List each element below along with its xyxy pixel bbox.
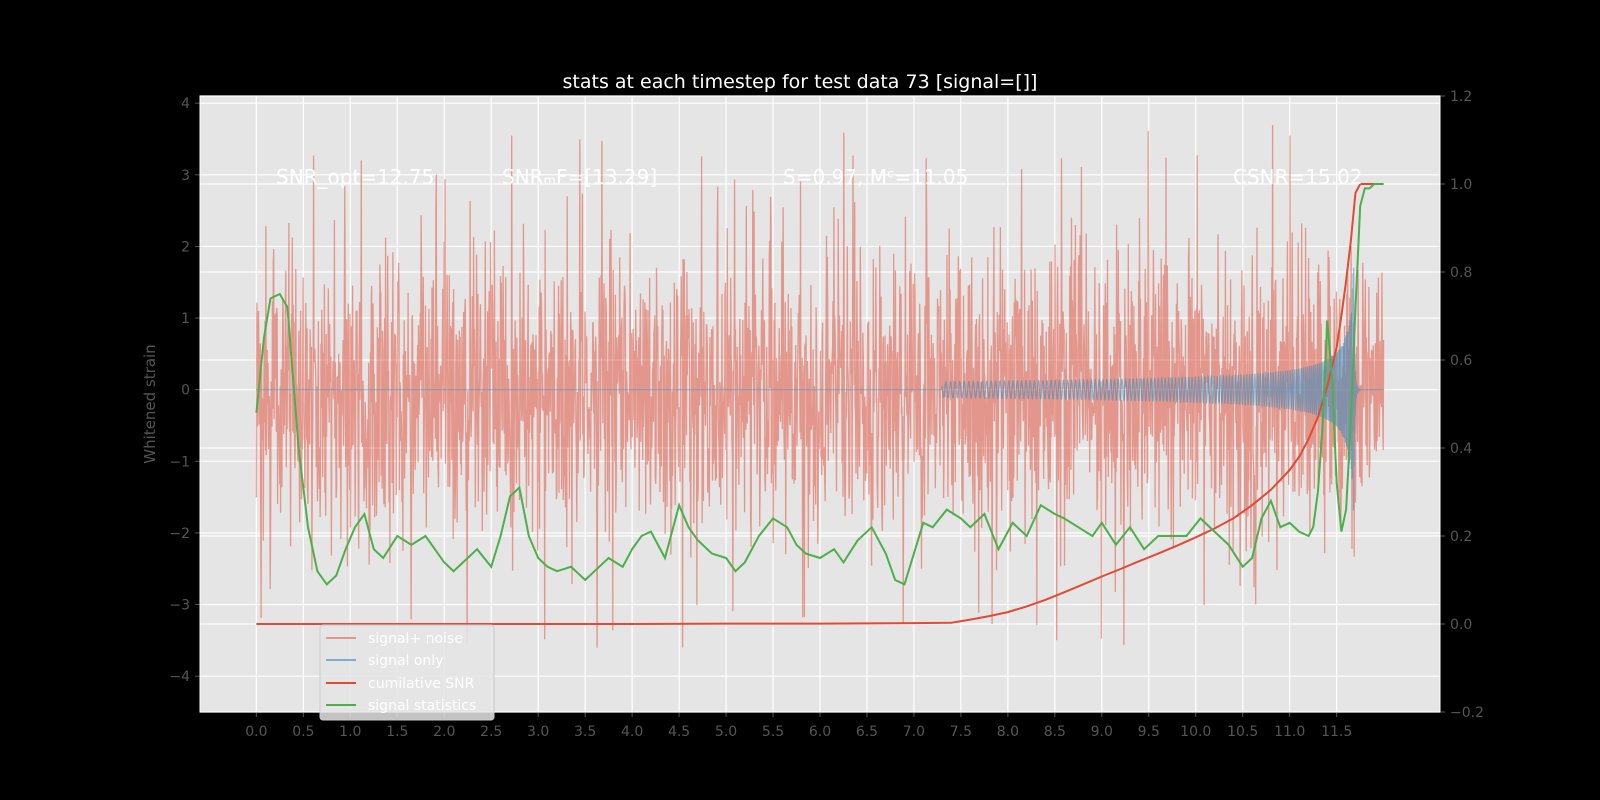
x-tick-label: 0.5 <box>292 724 314 740</box>
x-tick-label: 2.5 <box>480 724 502 740</box>
x-tick-label: 4.0 <box>621 724 643 740</box>
y2-tick-label: 0.6 <box>1450 353 1472 369</box>
x-tick-label: 4.5 <box>668 724 690 740</box>
y-tick-label: −4 <box>169 669 190 685</box>
y2-tick-label: 0.8 <box>1450 265 1472 281</box>
x-tick-label: 9.0 <box>1091 724 1113 740</box>
x-tick-label: 3.5 <box>574 724 596 740</box>
chart-title: stats at each timestep for test data 73 … <box>563 71 1038 93</box>
series-signal-statistics <box>255 183 1384 586</box>
x-tick-label: 7.0 <box>903 724 925 740</box>
x-tick-label: 5.5 <box>762 724 784 740</box>
x-tick-label: 5.0 <box>715 724 737 740</box>
signal-statistics-line <box>255 183 1384 586</box>
annotation-csnr: CSNR=15.02 <box>1233 165 1363 189</box>
legend-label-cumulative: cumilative SNR <box>368 676 475 692</box>
legend-box <box>319 624 495 721</box>
noise-trace <box>255 125 1385 648</box>
y-tick-label: 3 <box>181 168 190 184</box>
annotation-snr-opt: SNR_opt=12.75 <box>276 165 434 189</box>
x-tick-label: 11.0 <box>1274 724 1305 740</box>
x-tick-label: 8.5 <box>1044 724 1066 740</box>
x-tick-label: 10.5 <box>1227 724 1258 740</box>
plot-frame <box>199 95 1441 713</box>
y2-tick-label: 1.0 <box>1450 177 1472 193</box>
x-tick-label: 6.5 <box>856 724 878 740</box>
series-cumulative-snr <box>256 183 1384 625</box>
y2-tick-label: 1.2 <box>1450 89 1472 105</box>
x-tick-label: 2.0 <box>433 724 455 740</box>
cumulative-snr-line <box>256 183 1384 625</box>
x-tick-label: 1.0 <box>339 724 361 740</box>
legend-label-statistics: signal statistics <box>368 698 476 714</box>
y-axis-label: Whitened strain <box>141 344 159 463</box>
x-tick-label: 10.0 <box>1180 724 1211 740</box>
y-tick-label: −3 <box>169 598 190 614</box>
legend: signal+ noise signal only cumilative SNR… <box>319 624 495 721</box>
y2-tick-label: 0.2 <box>1450 529 1472 545</box>
series-signal-plus-noise <box>255 125 1385 648</box>
x-tick-label: 3.0 <box>527 724 549 740</box>
x-tick-label: 8.0 <box>997 724 1019 740</box>
x-tick-label: 0.0 <box>245 724 267 740</box>
x-tick-label: 7.5 <box>950 724 972 740</box>
y-tick-label: 1 <box>181 311 190 327</box>
legend-label-noise: signal+ noise <box>368 631 463 647</box>
series-signal-only <box>256 267 1384 511</box>
y-tick-label: −1 <box>169 454 190 470</box>
y2-tick-label: −0.2 <box>1450 705 1484 721</box>
axis-ticks: 0.0 0.5 1.0 1.5 2.0 2.5 3.0 3.5 4.0 4.5 5.0 5.5 6.0 6… <box>169 89 1484 740</box>
x-tick-label: 9.5 <box>1138 724 1160 740</box>
signal-trace <box>256 267 1384 511</box>
x-tick-label: 1.5 <box>386 724 408 740</box>
annotation-snr-mf: SNRₘF=[13.29] <box>502 165 657 189</box>
y-tick-label: 2 <box>181 239 190 255</box>
y-tick-label: 0 <box>181 383 190 399</box>
y-tick-label: 4 <box>181 96 190 112</box>
y2-tick-label: 0.4 <box>1450 441 1472 457</box>
x-tick-label: 11.5 <box>1321 724 1352 740</box>
legend-label-signal: signal only <box>368 653 443 669</box>
y2-tick-label: 0.0 <box>1450 617 1472 633</box>
x-tick-label: 6.0 <box>809 724 831 740</box>
y-tick-label: −2 <box>169 526 190 542</box>
annotation-s-mc: S=0.97, Mᶜ=11.05 <box>783 165 968 189</box>
